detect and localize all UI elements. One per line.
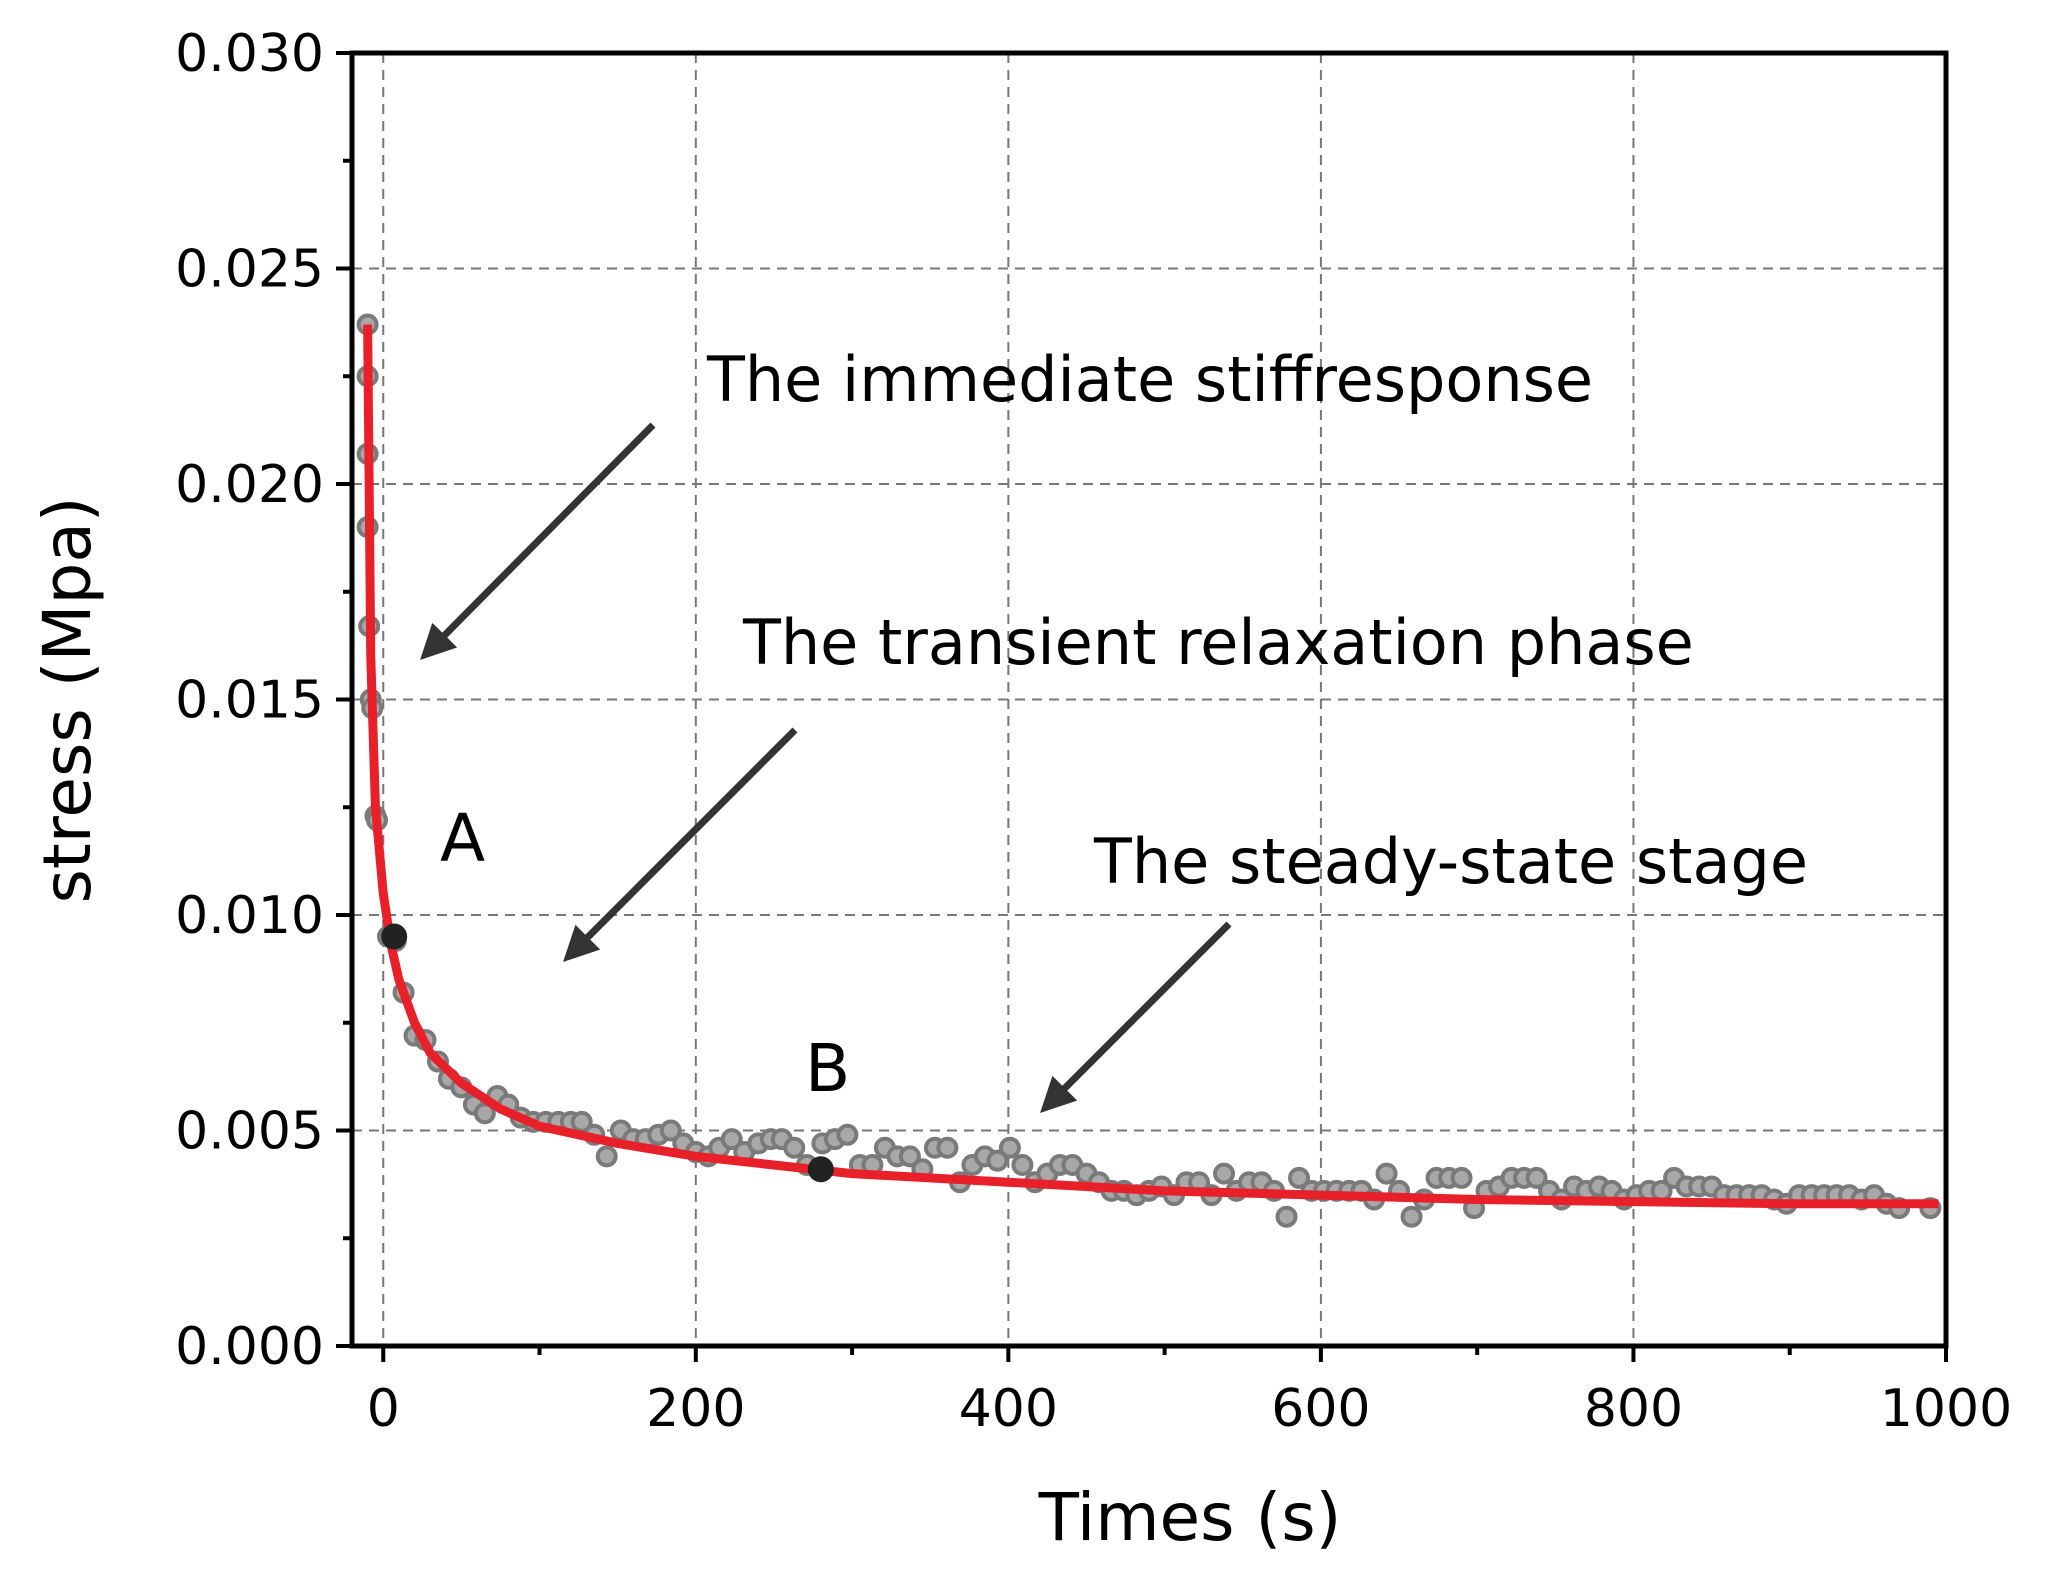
data-point — [1375, 1162, 1398, 1185]
y-axis-label: stress (Mpa) — [29, 496, 106, 903]
data-point — [936, 1136, 959, 1159]
x-tick-label: 800 — [1584, 1379, 1683, 1439]
y-tick-label: 0.020 — [175, 455, 324, 515]
data-point — [473, 1102, 496, 1125]
data-point — [836, 1123, 859, 1146]
arrow — [563, 727, 798, 962]
fit-line — [363, 324, 1939, 1209]
x-tick-label: 400 — [959, 1379, 1058, 1439]
annotation: The transient relaxation phase — [742, 606, 1694, 679]
x-tick-label: 200 — [646, 1379, 745, 1439]
y-tick-label: 0.010 — [175, 886, 324, 946]
highlight-point — [381, 923, 408, 950]
plot-frame — [349, 50, 1949, 1349]
data-point — [720, 1128, 743, 1151]
data-point — [1213, 1162, 1236, 1185]
y-tick-label: 0.000 — [175, 1317, 324, 1377]
y-tick-label: 0.025 — [175, 240, 324, 300]
data-point — [1288, 1166, 1311, 1189]
y-tick-label: 0.015 — [175, 671, 324, 731]
x-tick-label: 1000 — [1880, 1379, 2012, 1439]
data-point — [570, 1110, 593, 1133]
data-point — [1525, 1166, 1548, 1189]
data-point — [898, 1145, 921, 1168]
annotation: The immediate stiffresponse — [706, 343, 1593, 416]
y-tick-label: 0.030 — [175, 24, 324, 84]
data-point — [986, 1149, 1009, 1172]
y-tick-label: 0.005 — [175, 1102, 324, 1162]
x-tick-label: 600 — [1271, 1379, 1370, 1439]
highlight-point — [807, 1156, 834, 1183]
x-tick-label: 0 — [367, 1379, 400, 1439]
data-point — [1011, 1153, 1034, 1176]
data-point — [1450, 1166, 1473, 1189]
data-point — [1275, 1205, 1298, 1228]
annotation: B — [805, 1030, 850, 1107]
data-point — [783, 1136, 806, 1159]
arrow — [420, 422, 656, 660]
annotation: The steady-state stage — [1093, 825, 1808, 898]
annotation: A — [440, 800, 485, 877]
data-point — [998, 1136, 1021, 1159]
data-point — [659, 1119, 682, 1142]
data-point — [595, 1145, 618, 1168]
arrow — [1040, 921, 1232, 1113]
data-point — [1400, 1205, 1423, 1228]
x-axis-label: Times (s) — [1038, 1479, 1342, 1556]
